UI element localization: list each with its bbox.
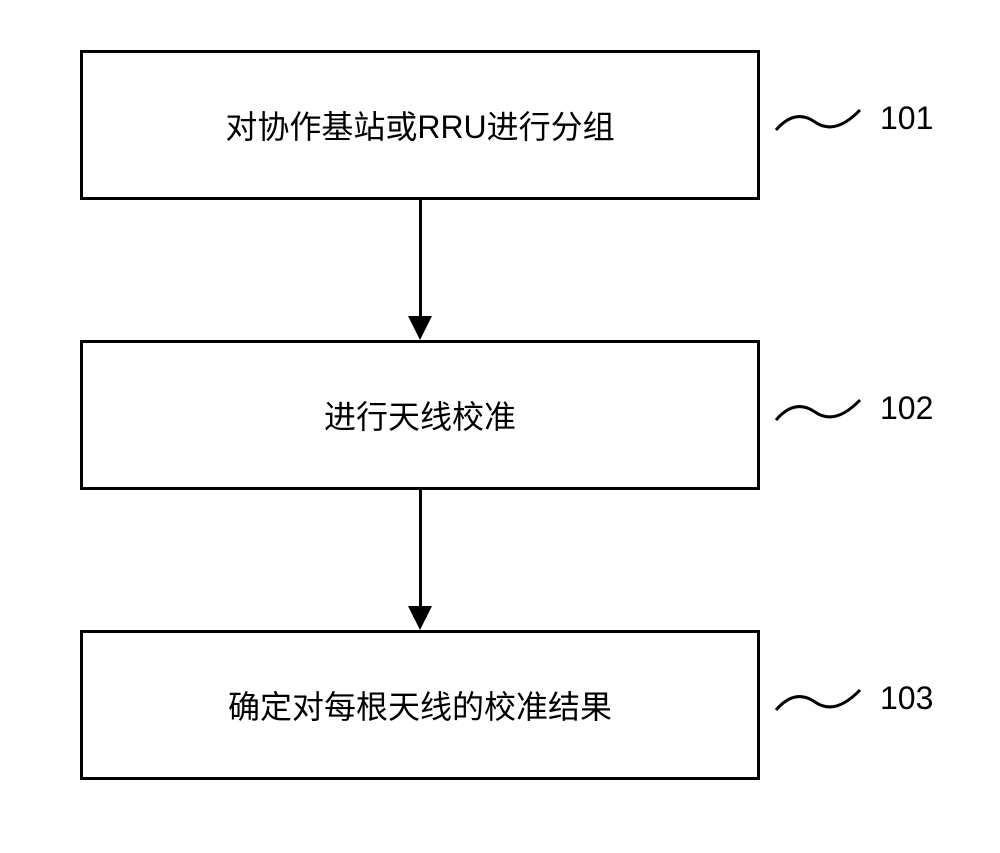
flow-node-calibrate-label: 102 [880,390,933,427]
flow-node-result-label: 103 [880,680,933,717]
flow-node-group: 对协作基站或RRU进行分组 [80,50,760,200]
arrow-1-2-line [419,200,422,316]
flow-node-calibrate: 进行天线校准 [80,340,760,490]
flow-node-result: 确定对每根天线的校准结果 [80,630,760,780]
connector-squiggle-1 [773,100,863,140]
flowchart-canvas: 对协作基站或RRU进行分组 101 进行天线校准 102 确定对每根天线的校准结… [0,0,1000,853]
connector-squiggle-3 [773,680,863,720]
arrow-2-3-head [408,606,432,630]
flow-node-result-text: 确定对每根天线的校准结果 [228,682,612,728]
flow-node-group-text: 对协作基站或RRU进行分组 [225,102,614,148]
flow-node-calibrate-text: 进行天线校准 [324,392,516,438]
arrow-1-2-head [408,316,432,340]
flow-node-group-label: 101 [880,100,933,137]
arrow-2-3-line [419,490,422,606]
connector-squiggle-2 [773,390,863,430]
